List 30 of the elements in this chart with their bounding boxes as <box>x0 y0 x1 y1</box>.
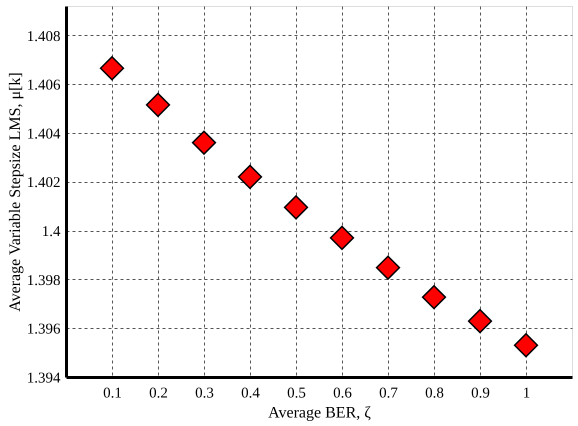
x-tick-label: 0.1 <box>103 386 122 402</box>
x-tick-label: 0.4 <box>241 386 260 402</box>
point <box>284 195 308 220</box>
point <box>100 56 124 80</box>
y-tick-label: 1.4 <box>42 224 61 240</box>
x-tick-label: 0.6 <box>333 386 352 402</box>
x-axis-title: Average BER, ζ <box>268 404 372 422</box>
y-tick-label: 1.394 <box>26 370 61 386</box>
point <box>146 92 170 118</box>
x-tick-label: 0.5 <box>287 386 306 402</box>
point <box>468 308 492 334</box>
x-tick-label: 1 <box>522 386 530 402</box>
y-tick-label: 1.408 <box>26 28 60 45</box>
point <box>514 333 538 358</box>
point <box>192 130 216 155</box>
y-tick-label: 1.402 <box>26 175 60 192</box>
point <box>330 226 354 250</box>
point <box>422 285 446 310</box>
x-tick-label: 0.8 <box>425 386 444 402</box>
x-tick-label: 0.9 <box>471 386 490 402</box>
x-tick-label: 0.7 <box>379 386 398 402</box>
x-tick-label: 0.2 <box>149 386 168 402</box>
y-tick-label: 1.398 <box>26 272 60 289</box>
x-tick-label: 0.3 <box>195 386 214 402</box>
y-axis-title: Average Variable Stepsize LMS, μ[k] <box>6 72 24 312</box>
point <box>238 164 262 190</box>
y-tick-label: 1.396 <box>26 322 61 338</box>
y-tick-label: 1.406 <box>26 78 61 94</box>
y-tick-label: 1.404 <box>26 126 61 142</box>
point <box>376 256 400 280</box>
